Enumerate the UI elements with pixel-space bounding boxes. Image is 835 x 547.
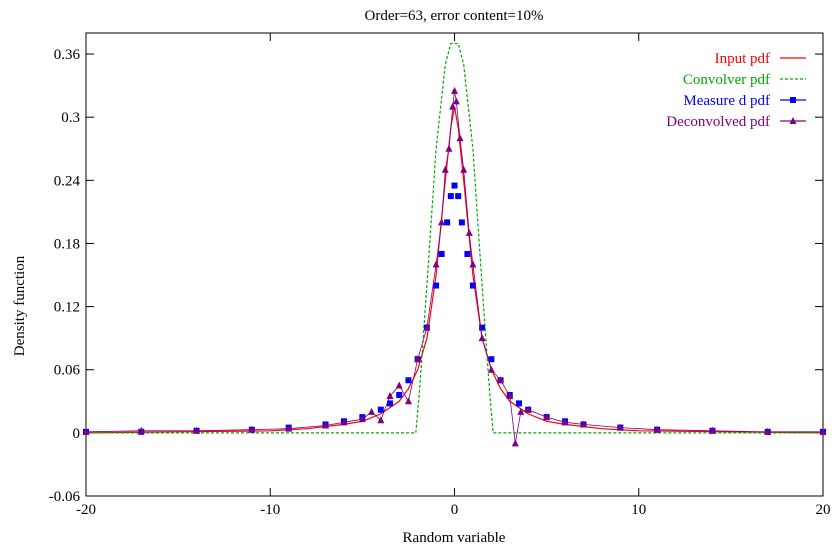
data-point [465,228,473,236]
legend-label: Measure d pdf [683,93,770,109]
data-point [469,260,477,268]
data-point [478,334,486,342]
x-tick-label: -10 [260,502,280,518]
data-point [137,426,145,434]
data-point [193,426,201,434]
data-point [488,356,495,363]
data-point [451,86,458,94]
data-point [515,400,522,407]
data-point [386,392,394,400]
legend: Input pdf Convolver pdf Measure d pdf Decon… [666,51,806,130]
data-point [543,413,551,421]
x-tick-label: 0 [451,502,459,518]
data-point [387,400,394,407]
data-point [438,218,446,226]
data-point [248,425,256,433]
y-tick-label: 0.3 [61,110,80,126]
data-point [452,97,460,105]
data-point [423,323,431,331]
legend-label: Input pdf [715,51,770,67]
data-point [322,421,330,429]
series-2 [83,182,826,435]
data-point [340,418,348,426]
data-point [487,365,495,373]
legend-label: Convolver pdf [683,72,770,88]
series-line [85,90,823,444]
y-tick-label: 0.18 [54,236,80,252]
data-point [506,392,514,400]
data-point [579,420,587,428]
data-point [460,165,468,173]
data-point [764,427,772,435]
data-point [511,439,519,447]
legend-marker [789,117,797,124]
legend-marker [790,97,796,103]
y-tick-label: 0 [73,426,81,442]
y-tick-label: 0.06 [54,363,81,379]
data-point [404,397,412,405]
data-point [517,407,525,415]
chart-title: Order=63, error content=10% [365,8,544,24]
legend-label: Deconvolved pdf [666,114,770,130]
series-3 [82,86,827,447]
data-point [82,427,90,435]
series-0 [85,106,824,434]
data-point [285,424,293,432]
x-tick-label: 20 [816,502,831,518]
data-point [377,406,384,413]
data-point [447,193,454,200]
x-tick-label: 10 [631,502,646,518]
data-point [708,426,716,434]
data-point [458,219,465,226]
x-axis-label: Random variable [403,530,506,546]
data-point [653,425,661,433]
data-point [455,193,462,200]
y-tick-label: 0.24 [54,173,81,189]
data-point [368,407,376,415]
data-point [497,376,505,384]
data-point [456,134,464,142]
data-point [395,381,403,389]
data-point [469,282,476,289]
y-tick-label: -0.06 [49,489,81,505]
data-point [433,282,440,289]
data-point [449,102,457,110]
data-point [819,427,827,435]
data-point [414,355,422,363]
y-tick-label: 0.12 [54,300,80,316]
data-point [432,260,440,268]
data-point [358,415,366,423]
series-marks [82,42,827,447]
data-point [405,377,412,384]
data-point [561,418,569,426]
y-axis-label: Density function [12,255,28,356]
data-point [451,182,458,189]
data-point [396,391,403,398]
series-line [85,106,824,434]
x-tick-label: -20 [76,502,96,518]
data-point [377,416,385,424]
y-tick-label: 0.36 [54,47,81,63]
data-point [524,405,532,413]
data-point [441,165,449,173]
data-point [479,324,486,331]
data-point [445,144,453,152]
data-point [616,423,624,431]
data-point [444,219,451,226]
data-point [464,250,471,257]
data-point [438,250,445,257]
